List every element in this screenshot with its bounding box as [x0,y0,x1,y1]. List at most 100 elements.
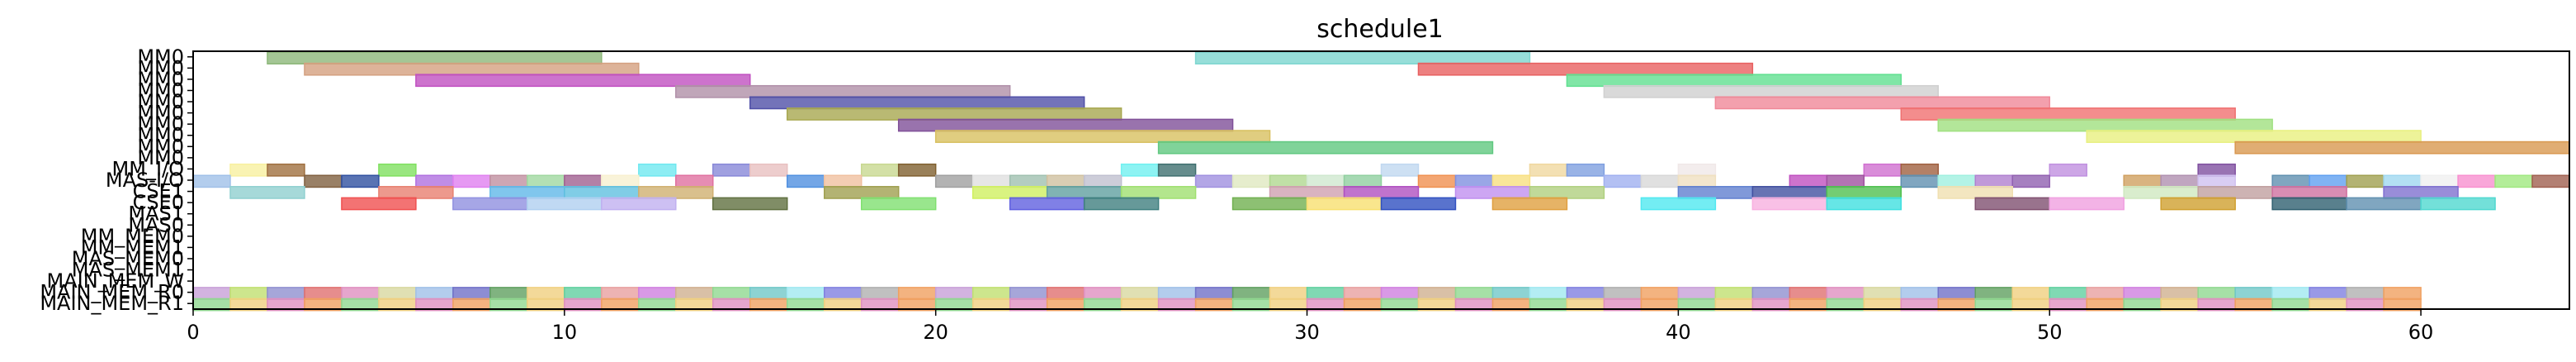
task-bar [1491,197,1568,211]
task-bar [749,96,1085,110]
memory-read-bar [1157,287,1197,300]
memory-read-bar [192,287,231,300]
task-bar [1417,62,1754,76]
task-bar [1417,174,1457,188]
task-bar [452,197,528,211]
task-bar [1083,197,1160,211]
memory-read-bar [229,287,268,300]
task-bar [229,186,305,199]
memory-read-bar [1603,287,1642,300]
y-tick-label: MM_I/O [112,157,184,180]
memory-read-bar [1640,287,1680,300]
task-bar [1269,186,1345,199]
task-bar [267,163,305,177]
memory-read-bar [2086,287,2125,300]
task-bar [1083,174,1123,188]
memory-read-bar [638,287,677,300]
task-bar [1454,174,1494,188]
task-bar [1120,163,1160,177]
memory-read-bar [1120,287,1160,300]
task-bar [934,174,974,188]
memory-read-bar [2049,287,2087,300]
task-bar [2049,197,2125,211]
memory-read-bar [2197,287,2236,300]
y-tick-label: MAIN_MEM_W [47,269,184,293]
y-tick-label: MAS0 [128,213,184,236]
memory-read-bar [1974,287,2013,300]
task-bar [2383,174,2422,188]
x-tick-label: 40 [1666,321,1691,344]
memory-read-bar [787,287,825,300]
memory-read-bar [452,287,491,300]
memory-read-bar [860,287,900,300]
task-bar [1789,174,1828,188]
memory-read-bar [1343,287,1383,300]
memory-read-bar [2309,287,2347,300]
task-bar [1900,163,1940,177]
memory-read-bar [971,287,1011,300]
memory-read-bar [1566,287,1605,300]
task-bar [1343,186,1420,199]
task-bar [1529,163,1568,177]
task-bar [564,186,640,199]
task-bar [2457,174,2496,188]
task-bar [415,74,751,88]
y-tick-label: MM0 [137,79,184,102]
memory-read-bar [1900,287,1940,300]
task-bar [601,197,677,211]
task-bar [564,174,603,188]
task-bar [2271,186,2347,199]
memory-read-bar [1826,287,1865,300]
memory-read-bar [1714,287,1754,300]
task-bar [749,163,788,177]
memory-read-bar [564,287,603,300]
task-bar [1529,186,1605,199]
task-bar [675,174,714,188]
task-bar [1677,186,1754,199]
task-bar [1009,174,1048,188]
task-bar [1826,197,1902,211]
task-bar [1269,174,1308,188]
bar-layer [192,51,2570,312]
task-bar [1231,174,1271,188]
task-bar [823,186,900,199]
memory-read-bar [1009,287,1048,300]
task-bar [638,163,677,177]
memory-read-bar [2271,287,2310,300]
y-tick-label: MAIN_MEM_R1 [40,292,184,315]
task-bar [2271,197,2347,211]
y-tick-label: MM0 [137,56,184,79]
task-bar [823,174,863,188]
y-tick-label: MM0 [137,124,184,147]
task-bar [489,186,565,199]
memory-read-bar [2383,298,2422,312]
task-bar [1937,174,1976,188]
task-bar [1863,163,1902,177]
task-bar [675,84,1011,98]
task-bar [1640,197,1717,211]
memory-read-bar [675,287,714,300]
memory-read-bar [527,287,565,300]
task-bar [860,197,937,211]
memory-read-bar [1046,287,1085,300]
y-tick-label: MAS-I/O [106,169,184,192]
task-bar [2011,174,2050,188]
task-bar [2494,174,2533,188]
memory-read-bar [2160,287,2199,300]
task-bar [1306,197,1383,211]
task-bar [787,107,1123,121]
task-bar [2383,186,2459,199]
y-tick-label: MM0 [137,112,184,136]
memory-read-bar [712,287,751,300]
y-tick-label: MM0 [137,135,184,158]
y-tick-label: MM_MEM1 [81,236,184,259]
memory-read-bar [1194,287,1234,300]
task-bar [971,174,1011,188]
memory-read-bar [934,287,974,300]
task-bar [2346,174,2385,188]
task-bar [1343,174,1383,188]
task-bar [415,174,454,188]
y-tick-label: MAS1 [128,202,184,226]
x-tick-label: 60 [2408,321,2434,344]
memory-read-bar [1231,287,1271,300]
